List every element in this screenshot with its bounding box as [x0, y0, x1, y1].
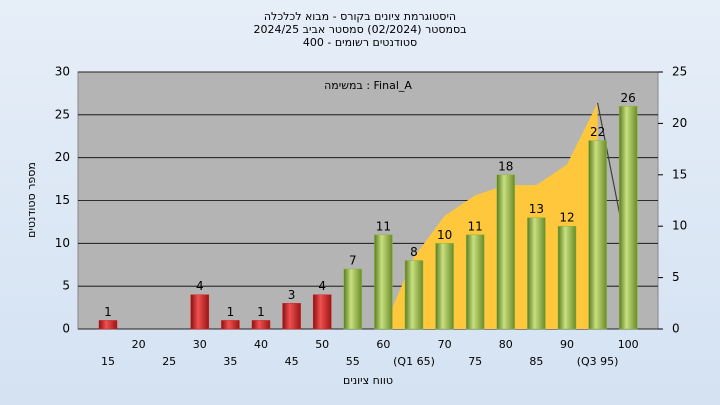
bar — [282, 303, 301, 330]
data-label: 4 — [318, 279, 326, 293]
bar — [374, 234, 393, 330]
bar — [618, 106, 638, 330]
bar — [221, 320, 240, 330]
y-tick-label: 10 — [55, 236, 70, 250]
y2-tick-label: 15 — [672, 167, 687, 181]
y-tick-label: 5 — [62, 279, 70, 293]
bar — [435, 243, 454, 330]
bar — [343, 268, 363, 330]
bar — [312, 294, 332, 330]
x-tick-label: 45 — [285, 355, 299, 368]
data-label: 26 — [621, 91, 636, 105]
y2-tick-label: 25 — [672, 65, 687, 79]
x-tick-label: (Q3 95) — [577, 355, 619, 368]
data-label: 1 — [104, 305, 112, 319]
annotation: במשימה : Final_A — [324, 79, 412, 92]
bar — [527, 217, 546, 330]
data-label: 1 — [227, 305, 235, 319]
bar — [557, 225, 577, 330]
y-tick-label: 0 — [62, 322, 70, 336]
x-tick-label: 50 — [315, 338, 329, 351]
data-label: 11 — [468, 219, 483, 233]
data-label: 10 — [437, 228, 452, 242]
bar — [98, 320, 118, 330]
y2-tick-label: 5 — [672, 270, 680, 284]
y2-tick-label: 10 — [672, 219, 687, 233]
chart-title: היסטוגרמת ציונים בקורס - מבוא לכלכלה — [264, 10, 456, 23]
x-tick-label: 20 — [132, 338, 146, 351]
chart-subtitle: בסמסטר (02/2024) סמסטר אביב 2024/25 — [253, 23, 466, 36]
x-tick-label: 75 — [468, 355, 482, 368]
x-tick-label: 35 — [223, 355, 237, 368]
x-tick-label: 70 — [438, 338, 452, 351]
data-label: 18 — [498, 159, 513, 173]
x-tick-label: 30 — [193, 338, 207, 351]
y2-tick-label: 20 — [672, 116, 687, 130]
bar — [404, 260, 424, 330]
x-axis-title: טווח ציונים — [343, 374, 393, 387]
data-label: 3 — [288, 288, 296, 302]
data-label: 8 — [410, 245, 418, 259]
x-tick-label: 85 — [529, 355, 543, 368]
data-label: 4 — [196, 279, 204, 293]
data-label: 11 — [376, 219, 391, 233]
data-label: 1 — [257, 305, 265, 319]
bar — [588, 140, 607, 330]
bar — [496, 174, 516, 330]
x-tick-label: 25 — [162, 355, 176, 368]
bar — [190, 294, 210, 330]
y-tick-label: 20 — [55, 150, 70, 164]
x-tick-label: 80 — [499, 338, 513, 351]
x-tick-label: 100 — [618, 338, 639, 351]
data-label: 22 — [590, 125, 605, 139]
x-tick-label: (Q1 65) — [393, 355, 435, 368]
x-tick-label: 40 — [254, 338, 268, 351]
y-tick-label: 25 — [55, 107, 70, 121]
x-tick-label: 15 — [101, 355, 115, 368]
x-tick-label: 60 — [376, 338, 390, 351]
y-axis-title: מספר סטודנטים — [25, 162, 38, 238]
y2-tick-label: 0 — [672, 322, 680, 336]
y-tick-label: 15 — [55, 193, 70, 207]
data-label: 12 — [559, 211, 574, 225]
data-label: 7 — [349, 254, 357, 268]
x-tick-label: 55 — [346, 355, 360, 368]
x-tick-label: 90 — [560, 338, 574, 351]
chart-subtitle: סטודנטים רשומים - 400 — [303, 36, 417, 49]
data-label: 13 — [529, 202, 544, 216]
bar — [251, 320, 271, 330]
bar — [465, 234, 485, 330]
y-tick-label: 30 — [55, 65, 70, 79]
